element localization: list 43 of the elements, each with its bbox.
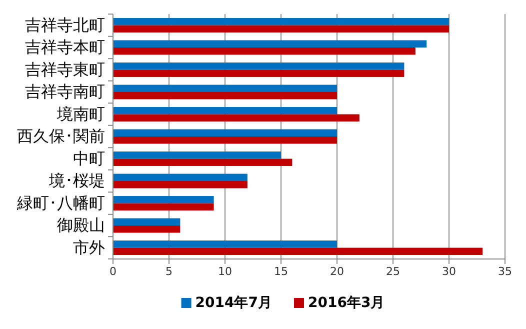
bar: [113, 62, 404, 70]
y-tick-label: 中町: [73, 148, 105, 168]
bar: [113, 47, 416, 55]
y-tick-label: 境･桜堤: [48, 171, 105, 190]
bar: [113, 136, 337, 144]
legend-label: 2014年7月: [195, 295, 272, 311]
bar: [113, 196, 214, 204]
bar: [113, 40, 427, 48]
bar: [113, 248, 483, 255]
y-tick-label: 吉祥寺北町: [25, 15, 105, 34]
bar: [113, 18, 449, 26]
bar: [113, 152, 281, 159]
bar: [113, 92, 337, 100]
y-tick-label: 吉祥寺南町: [25, 82, 105, 102]
x-tick-label: 20: [330, 264, 344, 278]
bar: [113, 181, 248, 188]
x-tick-label: 5: [166, 264, 172, 278]
y-tick-label: 御殿山: [57, 216, 105, 235]
bar: [113, 70, 404, 77]
bar: [113, 114, 360, 122]
bar: [113, 84, 337, 92]
bar: [113, 226, 180, 233]
bar: [113, 218, 180, 226]
y-tick-label: 市外: [73, 238, 105, 257]
y-tick-label: 境南町: [56, 104, 105, 124]
y-tick-label: 吉祥寺東町: [25, 60, 105, 79]
bar: [113, 25, 449, 32]
x-tick-label: 30: [442, 264, 456, 278]
bar: [113, 129, 337, 136]
bar: [113, 203, 214, 210]
x-tick-label: 15: [274, 264, 288, 278]
y-tick-label: 西久保･関前: [17, 126, 105, 146]
y-tick-label: 緑町･八幡町: [16, 193, 105, 212]
x-tick-label: 0: [110, 264, 116, 278]
x-tick-label: 25: [386, 264, 400, 278]
legend-label: 2016年3月: [308, 295, 385, 311]
bar: [113, 158, 292, 166]
y-tick-label: 吉祥寺本町: [25, 38, 105, 57]
bar: [113, 174, 248, 182]
bar: [113, 107, 337, 114]
x-tick-label: 35: [498, 264, 512, 278]
bar: [113, 240, 337, 248]
x-tick-label: 10: [218, 264, 232, 278]
